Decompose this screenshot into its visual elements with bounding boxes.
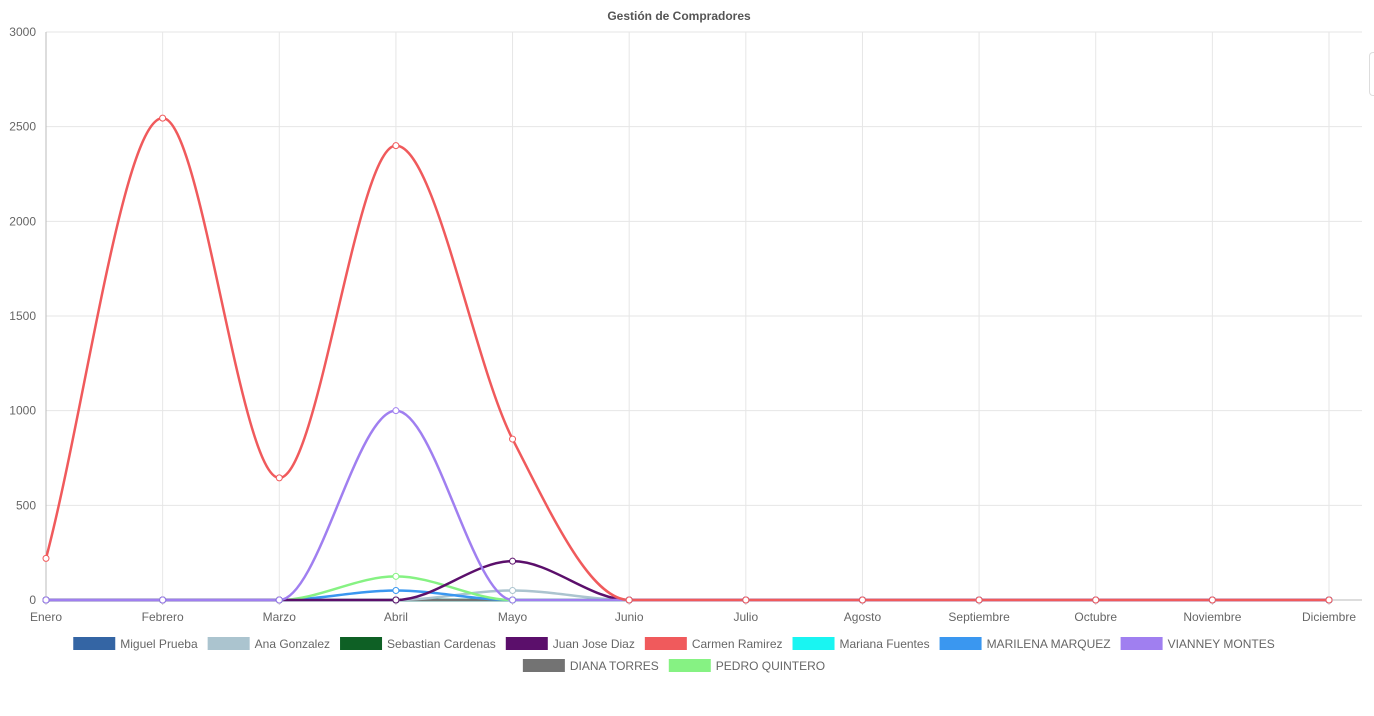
data-point[interactable]	[159, 596, 167, 604]
legend-label: Miguel Prueba	[120, 637, 198, 651]
legend-label: Ana Gonzalez	[255, 637, 330, 651]
y-tick-label: 1000	[9, 404, 36, 418]
x-tick-label: Mayo	[498, 610, 528, 624]
chart-title: Gestión de Compradores	[607, 9, 751, 23]
legend-label: Carmen Ramirez	[692, 637, 783, 651]
data-points[interactable]	[42, 114, 1333, 604]
data-point[interactable]	[275, 596, 283, 604]
legend-label: Mariana Fuentes	[840, 637, 930, 651]
legend-item[interactable]: Miguel Prueba	[73, 637, 198, 651]
legend-item[interactable]: Sebastian Cardenas	[340, 637, 496, 651]
x-tick-label: Enero	[30, 610, 62, 624]
legend-label: Juan Jose Diaz	[553, 637, 635, 651]
x-tick-label: Noviembre	[1183, 610, 1241, 624]
data-point[interactable]	[975, 596, 983, 604]
x-tick-label: Agosto	[844, 610, 882, 624]
series-lines	[44, 116, 1331, 602]
legend-item[interactable]: DIANA TORRES	[522, 659, 659, 673]
legend-swatch	[792, 637, 835, 650]
series-line	[44, 575, 1331, 602]
x-tick-label: Julio	[733, 610, 758, 624]
data-point[interactable]	[858, 596, 866, 604]
series-line	[44, 559, 1331, 602]
y-tick-label: 500	[16, 498, 36, 512]
legend-swatch	[505, 637, 548, 650]
legend-label: PEDRO QUINTERO	[716, 659, 825, 673]
legend-swatch	[340, 637, 383, 650]
data-point[interactable]	[159, 114, 167, 122]
y-tick-label: 3000	[9, 25, 36, 39]
y-tick-label: 1500	[9, 309, 36, 323]
legend-label: VIANNEY MONTES	[1168, 637, 1275, 651]
legend-swatch	[668, 659, 711, 672]
legend-item[interactable]: Ana Gonzalez	[207, 637, 330, 651]
data-point[interactable]	[42, 554, 50, 562]
data-point[interactable]	[392, 587, 400, 595]
y-tick-label: 2000	[9, 214, 36, 228]
x-tick-label: Marzo	[263, 610, 297, 624]
legend-swatch	[939, 637, 982, 650]
data-point[interactable]	[509, 596, 517, 604]
legend-swatch	[644, 637, 687, 650]
data-point[interactable]	[392, 596, 400, 604]
data-point[interactable]	[625, 596, 633, 604]
legend-item[interactable]: Juan Jose Diaz	[505, 637, 635, 651]
data-point[interactable]	[509, 557, 517, 565]
data-point[interactable]	[275, 474, 283, 482]
legend-swatch	[1120, 637, 1163, 650]
x-tick-label: Abril	[384, 610, 408, 624]
y-tick-label: 0	[29, 593, 36, 607]
data-point[interactable]	[392, 572, 400, 580]
x-tick-label: Junio	[615, 610, 644, 624]
legend-item[interactable]: Carmen Ramirez	[644, 637, 783, 651]
data-point[interactable]	[392, 407, 400, 415]
legend-label: MARILENA MARQUEZ	[987, 637, 1111, 651]
legend-swatch	[207, 637, 250, 650]
series-line	[44, 589, 1331, 602]
x-tick-label: Febrero	[142, 610, 184, 624]
legend-item[interactable]: MARILENA MARQUEZ	[939, 637, 1111, 651]
grid	[45, 31, 1362, 601]
data-point[interactable]	[1208, 596, 1216, 604]
data-point[interactable]	[509, 587, 517, 595]
data-point[interactable]	[509, 435, 517, 443]
legend-label: Sebastian Cardenas	[387, 637, 496, 651]
data-point[interactable]	[1092, 596, 1100, 604]
legend-item[interactable]: PEDRO QUINTERO	[668, 659, 825, 673]
legend-swatch	[73, 637, 116, 650]
legend[interactable]: Miguel Prueba Ana Gonzalez Sebastian Carde…	[73, 637, 1275, 673]
series-line	[44, 116, 1331, 602]
data-point[interactable]	[1325, 596, 1333, 604]
data-point[interactable]	[42, 596, 50, 604]
legend-item[interactable]: Mariana Fuentes	[792, 637, 930, 651]
legend-label: DIANA TORRES	[570, 659, 659, 673]
data-point[interactable]	[742, 596, 750, 604]
data-point[interactable]	[392, 142, 400, 150]
series-line	[44, 589, 1331, 602]
axes: 0 500 1000 1500 2000 2500 3000 Enero Febrero Marz…	[9, 25, 1362, 624]
x-tick-label: Diciembre	[1302, 610, 1356, 624]
legend-swatch	[522, 659, 565, 672]
side-panel-handle[interactable]	[1369, 52, 1374, 96]
y-tick-label: 2500	[9, 120, 36, 134]
legend-item[interactable]: VIANNEY MONTES	[1120, 637, 1275, 651]
x-tick-label: Septiembre	[948, 610, 1010, 624]
x-tick-label: Octubre	[1074, 610, 1117, 624]
